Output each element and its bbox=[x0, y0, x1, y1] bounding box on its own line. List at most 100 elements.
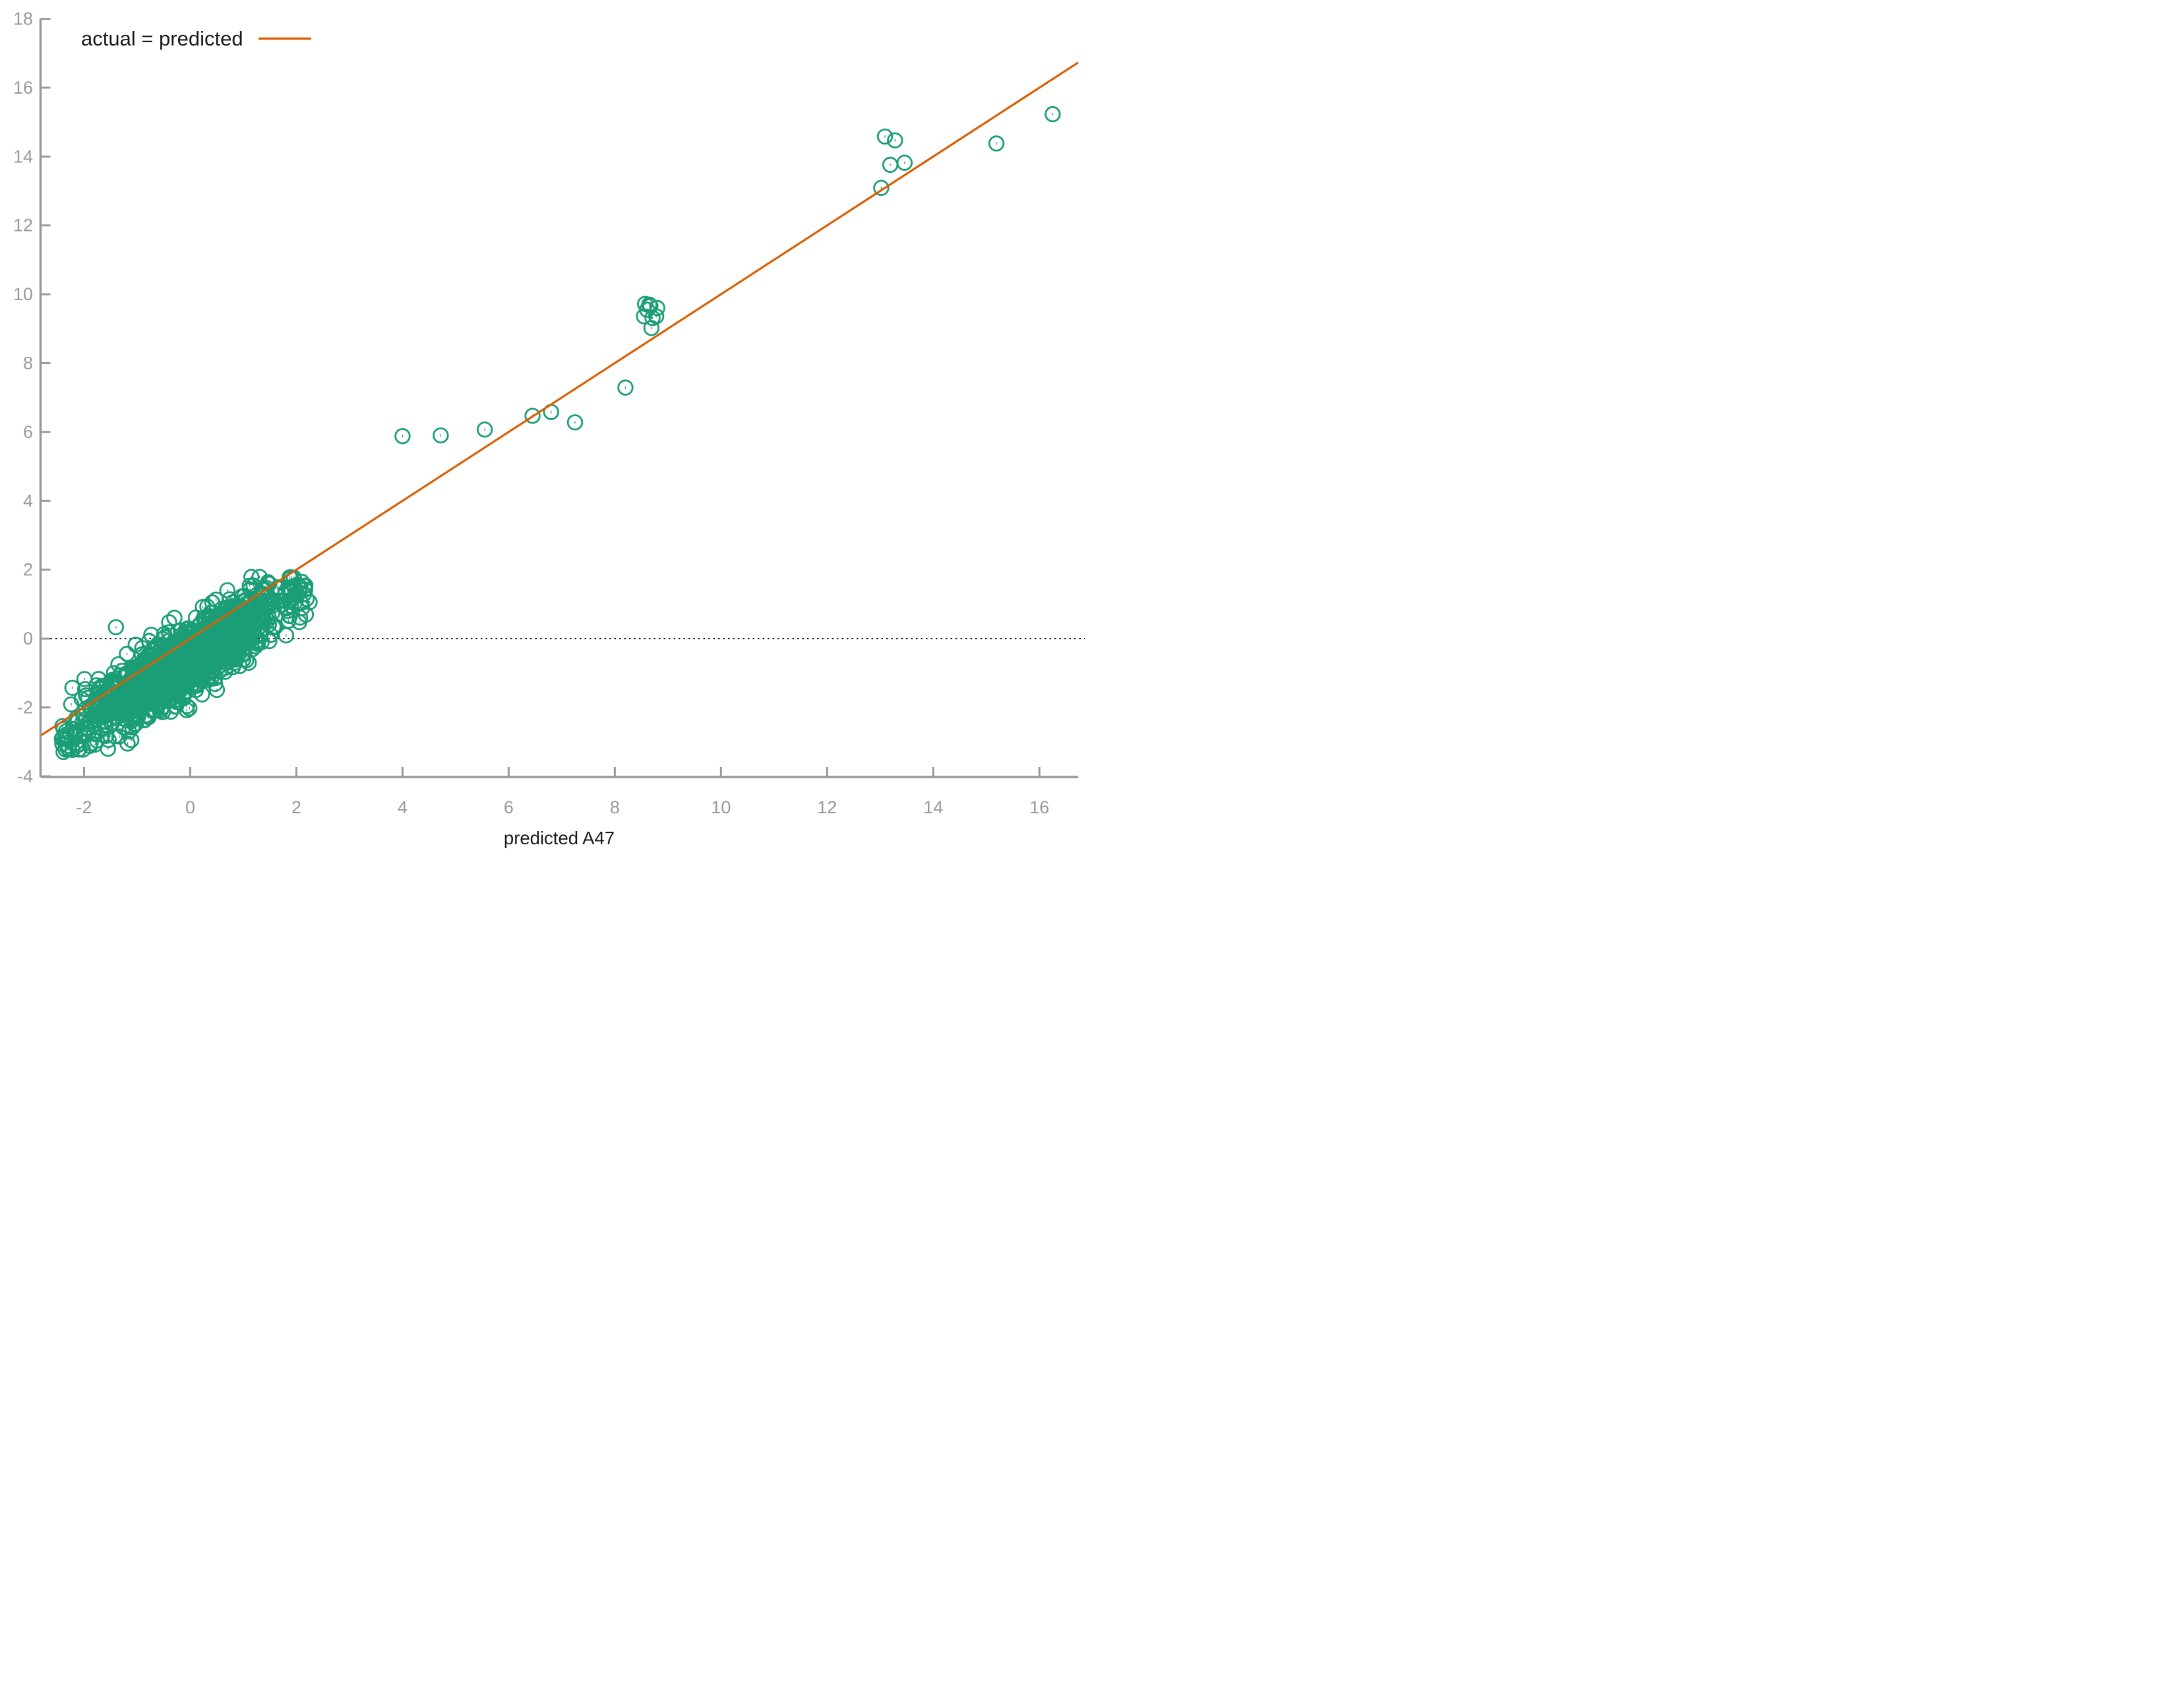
data-point bbox=[205, 631, 222, 648]
data-point bbox=[59, 731, 76, 748]
x-tick-label: 12 bbox=[817, 797, 837, 817]
data-point bbox=[69, 736, 86, 753]
data-point bbox=[142, 671, 158, 687]
data-point bbox=[242, 581, 258, 598]
y-tick-label: 0 bbox=[23, 629, 33, 648]
data-point bbox=[142, 691, 159, 708]
data-point bbox=[896, 154, 913, 171]
data-point bbox=[200, 609, 216, 626]
x-tick-label: 0 bbox=[185, 797, 195, 817]
legend-label: actual = predicted bbox=[81, 27, 243, 50]
data-point bbox=[281, 592, 298, 609]
data-point bbox=[566, 414, 584, 431]
data-point bbox=[67, 734, 84, 751]
data-point bbox=[253, 625, 269, 642]
data-point bbox=[243, 603, 260, 620]
data-point bbox=[243, 569, 260, 585]
data-point bbox=[76, 671, 93, 687]
data-point bbox=[73, 691, 90, 707]
data-point bbox=[134, 693, 151, 710]
data-point bbox=[524, 408, 541, 424]
x-tick-label: 16 bbox=[1029, 797, 1049, 817]
data-point bbox=[649, 299, 665, 317]
data-point bbox=[107, 619, 124, 636]
data-point bbox=[226, 632, 243, 649]
data-point bbox=[252, 595, 269, 612]
data-point bbox=[617, 379, 634, 396]
data-point bbox=[166, 609, 183, 626]
data-point bbox=[281, 607, 297, 625]
data-point bbox=[258, 580, 275, 596]
data-point bbox=[887, 132, 903, 148]
data-point bbox=[876, 128, 894, 145]
y-tick-label: -2 bbox=[17, 698, 33, 718]
data-point bbox=[86, 726, 103, 742]
data-point bbox=[100, 686, 117, 702]
y-tick-label: 14 bbox=[13, 146, 33, 166]
data-point bbox=[153, 699, 170, 716]
data-point bbox=[260, 616, 277, 633]
data-point bbox=[204, 594, 221, 611]
scatter-plot: -2 0 2 4 6 8 10 12 14 16 -4 -2 0 2 4 6 8 10 12 14 16 18 actua… bbox=[13, 9, 1085, 848]
data-point bbox=[64, 679, 80, 696]
x-tick-label: 14 bbox=[923, 797, 943, 817]
data-point bbox=[476, 421, 493, 438]
x-tick-label: 4 bbox=[398, 797, 408, 817]
data-point bbox=[93, 687, 109, 704]
data-point bbox=[204, 667, 220, 685]
y-tick-label: 12 bbox=[13, 216, 33, 235]
data-point bbox=[231, 658, 248, 675]
data-point bbox=[636, 308, 652, 325]
data-point bbox=[210, 627, 226, 644]
data-point bbox=[1045, 106, 1061, 123]
data-point bbox=[76, 681, 94, 698]
data-point bbox=[219, 582, 235, 599]
data-point bbox=[297, 577, 314, 594]
x-tick-label: -2 bbox=[76, 797, 92, 817]
y-tick-label: 2 bbox=[23, 560, 33, 580]
y-tick-label: 6 bbox=[23, 422, 33, 442]
data-point bbox=[170, 667, 187, 685]
data-point bbox=[60, 737, 77, 755]
x-tick-label: 6 bbox=[504, 797, 514, 817]
data-point bbox=[117, 694, 134, 710]
data-point bbox=[433, 427, 449, 444]
x-tick-label: 2 bbox=[291, 797, 301, 817]
y-tick-label: -4 bbox=[17, 766, 33, 786]
data-point bbox=[175, 650, 192, 667]
data-point bbox=[988, 135, 1005, 152]
data-point bbox=[643, 320, 660, 336]
data-point bbox=[229, 621, 246, 637]
data-point bbox=[100, 740, 116, 757]
reference-line-layer bbox=[40, 61, 1079, 737]
data-point bbox=[301, 594, 318, 611]
data-point bbox=[219, 645, 236, 662]
data-point bbox=[873, 179, 890, 197]
legend-item[interactable]: actual = predicted bbox=[81, 27, 311, 50]
y-tick-label: 4 bbox=[23, 491, 33, 511]
data-point bbox=[123, 731, 140, 749]
data-point bbox=[119, 646, 135, 662]
data-point bbox=[187, 642, 204, 658]
data-point bbox=[194, 654, 211, 670]
data-point bbox=[119, 735, 136, 752]
data-point bbox=[126, 709, 143, 726]
data-point bbox=[127, 716, 144, 732]
data-point bbox=[191, 669, 208, 686]
y-tick-label: 10 bbox=[13, 284, 33, 304]
data-point bbox=[98, 702, 115, 720]
x-tick-label: 8 bbox=[610, 797, 620, 817]
data-point bbox=[110, 656, 127, 673]
data-point bbox=[222, 607, 239, 623]
data-point bbox=[206, 675, 224, 693]
data-point bbox=[107, 728, 123, 745]
x-axis-title: predicted A47 bbox=[504, 828, 615, 848]
x-tick-label: 10 bbox=[711, 797, 731, 817]
identity-line bbox=[40, 61, 1079, 737]
chart-page: -2 0 2 4 6 8 10 12 14 16 -4 -2 0 2 4 6 8 10 12 14 16 18 actua… bbox=[0, 0, 1092, 854]
data-point bbox=[156, 626, 173, 642]
scatter-points-layer bbox=[53, 106, 1061, 760]
data-point bbox=[187, 629, 203, 646]
data-point bbox=[157, 681, 174, 698]
data-point bbox=[280, 579, 297, 596]
